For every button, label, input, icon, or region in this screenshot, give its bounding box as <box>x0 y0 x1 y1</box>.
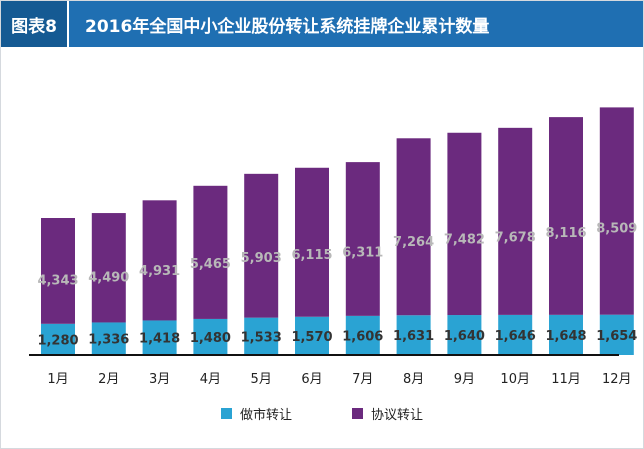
bar-agreement-2 <box>91 213 126 323</box>
x-tick-label-8: 8月 <box>403 372 424 387</box>
data-label-market-making-12: 1,654 <box>596 329 637 344</box>
data-label-market-making-9: 1,640 <box>444 329 485 344</box>
bar-market-making-10 <box>498 314 533 355</box>
bar-agreement-12 <box>599 107 634 315</box>
bar-agreement-6 <box>295 167 329 317</box>
bar-market-making-3 <box>142 320 177 355</box>
x-tick-label-1: 1月 <box>47 372 68 387</box>
legend-swatch-market-making <box>220 408 232 419</box>
legend-label-agreement: 协议转让 <box>371 408 424 423</box>
bar-market-making-1 <box>41 323 75 355</box>
bar-agreement-10 <box>498 127 533 315</box>
bar-market-making-5 <box>244 317 279 355</box>
data-label-agreement-11: 8,116 <box>545 226 586 241</box>
x-tick-label-6: 6月 <box>301 372 322 387</box>
chart-legend: 做市转让 协议转让 <box>1 404 643 423</box>
legend-item-market-making: 做市转让 <box>220 404 292 423</box>
data-label-agreement-4: 5,465 <box>190 257 231 272</box>
data-label-market-making-5: 1,533 <box>241 330 282 345</box>
data-label-agreement-12: 8,509 <box>596 222 637 237</box>
data-label-market-making-2: 1,336 <box>88 333 129 348</box>
bar-market-making-9 <box>447 315 482 355</box>
bar-market-making-11 <box>549 314 583 355</box>
bar-market-making-7 <box>345 315 380 355</box>
data-label-market-making-4: 1,480 <box>190 331 231 346</box>
data-label-market-making-3: 1,418 <box>139 332 180 347</box>
x-tick-label-10: 10月 <box>500 372 530 387</box>
data-label-agreement-7: 6,311 <box>342 245 383 260</box>
x-tick-label-12: 12月 <box>602 372 632 387</box>
data-label-agreement-6: 6,115 <box>291 248 332 263</box>
x-tick-label-3: 3月 <box>149 372 170 387</box>
x-tick-label-2: 2月 <box>98 372 119 387</box>
bar-market-making-6 <box>295 316 329 355</box>
x-tick-label-4: 4月 <box>200 372 221 387</box>
data-label-market-making-8: 1,631 <box>393 329 434 344</box>
x-tick-label-11: 11月 <box>551 372 581 387</box>
legend-swatch-agreement <box>352 408 363 419</box>
bar-agreement-9 <box>447 132 482 316</box>
data-label-market-making-1: 1,280 <box>37 333 78 348</box>
bar-agreement-3 <box>142 200 177 321</box>
bar-agreement-11 <box>549 117 583 315</box>
stacked-bar-chart: 1,280 4,343 1月 1,336 4,490 2月 1,418 4,931 3月 1,48… <box>29 107 637 387</box>
bar-market-making-12 <box>599 314 634 355</box>
data-label-market-making-11: 1,648 <box>545 329 586 344</box>
data-label-agreement-3: 4,931 <box>139 264 180 279</box>
data-label-market-making-10: 1,646 <box>495 329 536 344</box>
figure-badge: 图表8 <box>1 1 69 47</box>
legend-label-market-making: 做市转让 <box>239 408 292 423</box>
data-label-agreement-9: 7,482 <box>444 232 485 247</box>
data-label-agreement-10: 7,678 <box>495 230 536 245</box>
bar-market-making-8 <box>396 315 431 355</box>
data-label-agreement-2: 4,490 <box>88 271 129 286</box>
x-tick-label-7: 7月 <box>352 372 373 387</box>
legend-item-agreement: 协议转让 <box>352 404 423 423</box>
bar-agreement-4 <box>193 185 228 319</box>
data-label-agreement-5: 5,903 <box>241 251 282 266</box>
x-tick-label-9: 9月 <box>454 372 475 387</box>
bar-agreement-7 <box>345 162 380 316</box>
chart-title: 2016年全国中小企业股份转让系统挂牌企业累计数量 <box>85 16 490 37</box>
x-tick-label-5: 5月 <box>251 372 272 387</box>
data-label-agreement-8: 7,264 <box>393 235 434 250</box>
chart-header: 图表8 2016年全国中小企业股份转让系统挂牌企业累计数量 <box>1 1 643 47</box>
bar-market-making-2 <box>91 322 126 355</box>
bar-market-making-4 <box>193 318 228 355</box>
bar-agreement-8 <box>396 138 431 316</box>
bar-agreement-1 <box>41 218 75 324</box>
data-label-market-making-7: 1,606 <box>342 329 383 344</box>
bar-agreement-5 <box>244 173 279 318</box>
data-label-market-making-6: 1,570 <box>291 330 332 345</box>
data-label-agreement-1: 4,343 <box>37 273 78 288</box>
